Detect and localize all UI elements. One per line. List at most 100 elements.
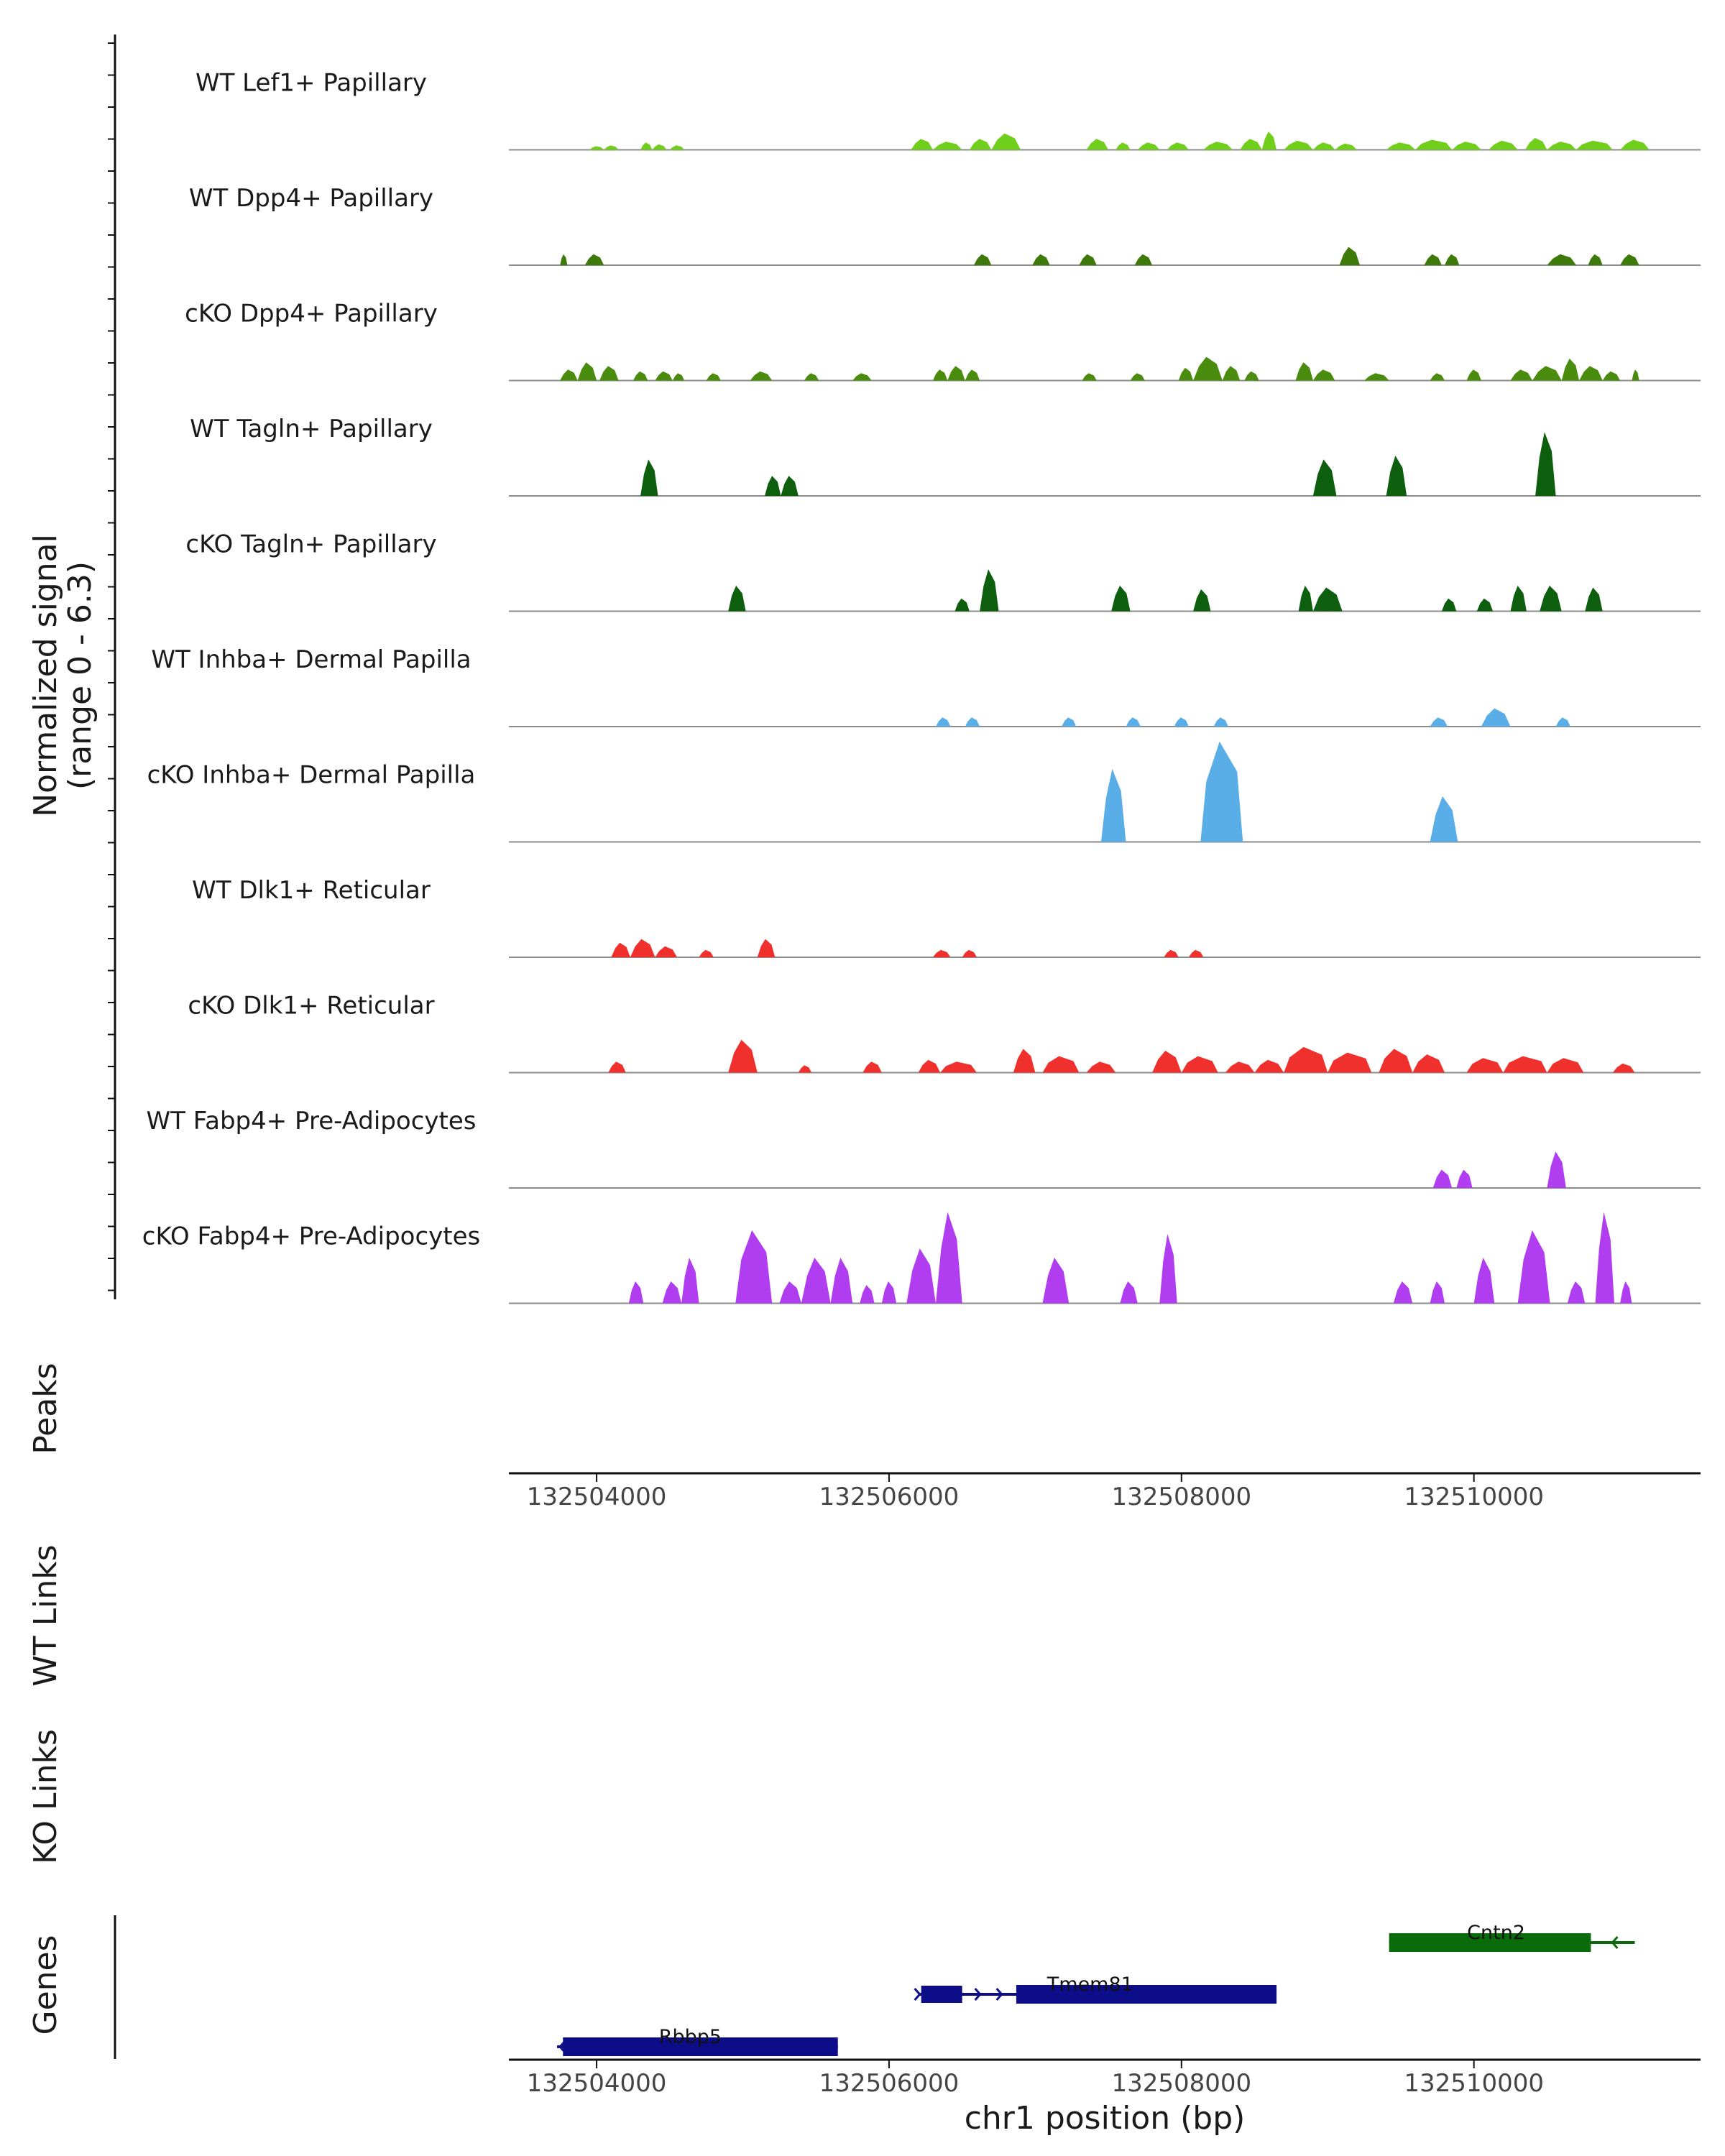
signal-peak: [862, 1061, 882, 1073]
signal-peak: [1510, 585, 1527, 612]
strand-arrow-icon: [995, 1988, 1003, 2001]
signal-peak: [1555, 717, 1570, 727]
coverage-tracks: WT Lef1+ Papillary WT Dpp4+ Papillary cKO …: [142, 69, 1701, 1304]
signal-peak: [1588, 254, 1603, 265]
signal-peak: [1079, 254, 1097, 265]
signal-peak: [881, 1281, 897, 1304]
signal-peak: [1535, 432, 1556, 496]
signal-peak: [801, 1258, 831, 1304]
signal-peak: [1481, 708, 1511, 727]
signal-peak: [608, 1061, 626, 1073]
genes-track-label: Genes: [27, 1935, 64, 2035]
signal-peak: [728, 585, 746, 612]
signal-peak: [918, 1059, 941, 1073]
strand-arrow-icon: [1611, 1936, 1619, 1949]
signal-peak: [962, 949, 977, 957]
signal-peak: [906, 1248, 936, 1304]
signal-peak: [681, 1258, 699, 1304]
signal-peak: [560, 254, 568, 265]
signal-peak: [640, 142, 653, 150]
gene-models: Cntn2 Tmem81 Rbbp5: [557, 1922, 1635, 2056]
signal-peak: [1213, 717, 1228, 727]
signal-axis-title: Normalized signal: [27, 534, 64, 817]
track-wt-dlk1-reticular: WT Dlk1+ Reticular: [192, 876, 1701, 958]
peaks-track-label: Peaks: [27, 1363, 64, 1454]
signal-peak: [699, 949, 714, 957]
signal-peak: [798, 1065, 812, 1073]
gene-body: [563, 2037, 838, 2056]
signal-peak: [1579, 366, 1603, 381]
signal-peak: [1524, 138, 1547, 150]
signal-peak: [1415, 139, 1453, 150]
signal-peak: [1126, 717, 1141, 727]
signal-peak: [1466, 369, 1481, 381]
signal-peak: [852, 373, 872, 381]
signal-peak: [781, 476, 799, 496]
signal-peak: [1116, 142, 1131, 150]
signal-peak: [1203, 142, 1233, 150]
signal-peak: [1473, 1258, 1495, 1304]
signal-peak: [1393, 1281, 1413, 1304]
position-tick-label: 132506000: [819, 1483, 960, 1511]
signal-peak: [1445, 254, 1460, 265]
signal-peak: [750, 371, 773, 381]
signal-peak: [1178, 367, 1194, 381]
signal-peak: [1466, 1058, 1504, 1073]
signal-peak: [1386, 142, 1416, 150]
track-label: cKO Dpp4+ Papillary: [185, 300, 438, 328]
signal-peak: [1312, 142, 1335, 150]
signal-peak: [1159, 1234, 1177, 1304]
signal-peak: [1298, 585, 1313, 612]
signal-peak: [1430, 717, 1448, 727]
signal-peak: [1430, 796, 1458, 842]
signal-peak: [1432, 1169, 1453, 1188]
signal-peak: [1062, 717, 1077, 727]
signal-peak: [1547, 1058, 1584, 1073]
signal-peak: [1430, 373, 1445, 381]
signal-peak: [1386, 456, 1407, 496]
signal-peak: [1595, 1212, 1614, 1304]
signal-peak: [1517, 1230, 1550, 1304]
signal-peak: [599, 366, 619, 381]
signal-peak: [672, 373, 685, 381]
track-wt-dpp4-papillary: WT Dpp4+ Papillary: [189, 184, 1701, 266]
signal-peak: [911, 139, 933, 150]
track-label: WT Dpp4+ Papillary: [189, 184, 433, 213]
signal-peak: [1100, 768, 1126, 842]
signal-peak: [560, 369, 578, 381]
signal-peak: [655, 371, 673, 381]
track-label: WT Dlk1+ Reticular: [192, 876, 431, 905]
signal-peak: [1441, 598, 1457, 612]
signal-peak: [584, 254, 604, 265]
position-tick-label: 132510000: [1404, 1483, 1544, 1511]
signal-peak: [757, 939, 776, 957]
signal-peak: [1134, 254, 1153, 265]
signal-peak: [1489, 140, 1518, 150]
signal-peak: [1082, 373, 1097, 381]
track-cko-tagln-papillary: cKO Tagln+ Papillary: [185, 530, 1701, 612]
signal-peak: [1174, 717, 1189, 727]
position-axis-top: 132504000 132506000 132508000 132510000: [527, 1473, 1544, 1511]
gene-body: [1016, 1985, 1277, 2004]
signal-peak: [1328, 1052, 1372, 1073]
signal-peak: [804, 373, 819, 381]
signal-axis-ticks: [108, 42, 115, 1291]
signal-peak: [1240, 139, 1262, 150]
signal-peak: [1532, 366, 1562, 381]
signal-peak: [1540, 585, 1562, 612]
signal-peak: [1120, 1281, 1138, 1304]
signal-peak: [947, 366, 965, 381]
track-label: cKO Fabp4+ Pre-Adipocytes: [142, 1222, 481, 1251]
signal-peak: [1547, 254, 1577, 265]
signal-peak: [604, 145, 619, 150]
signal-peak: [965, 369, 980, 381]
signal-peak: [1335, 143, 1357, 150]
strand-arrow-icon: [914, 1988, 921, 2001]
signal-peak: [1164, 949, 1179, 957]
wt-links-track-label: WT Links: [27, 1544, 64, 1686]
signal-peak: [1254, 1059, 1284, 1073]
signal-peak: [630, 939, 656, 957]
signal-peak: [1620, 139, 1650, 150]
position-axis-bottom: 132504000 132506000 132508000 132510000: [527, 2060, 1544, 2098]
signal-peak: [1013, 1049, 1036, 1073]
